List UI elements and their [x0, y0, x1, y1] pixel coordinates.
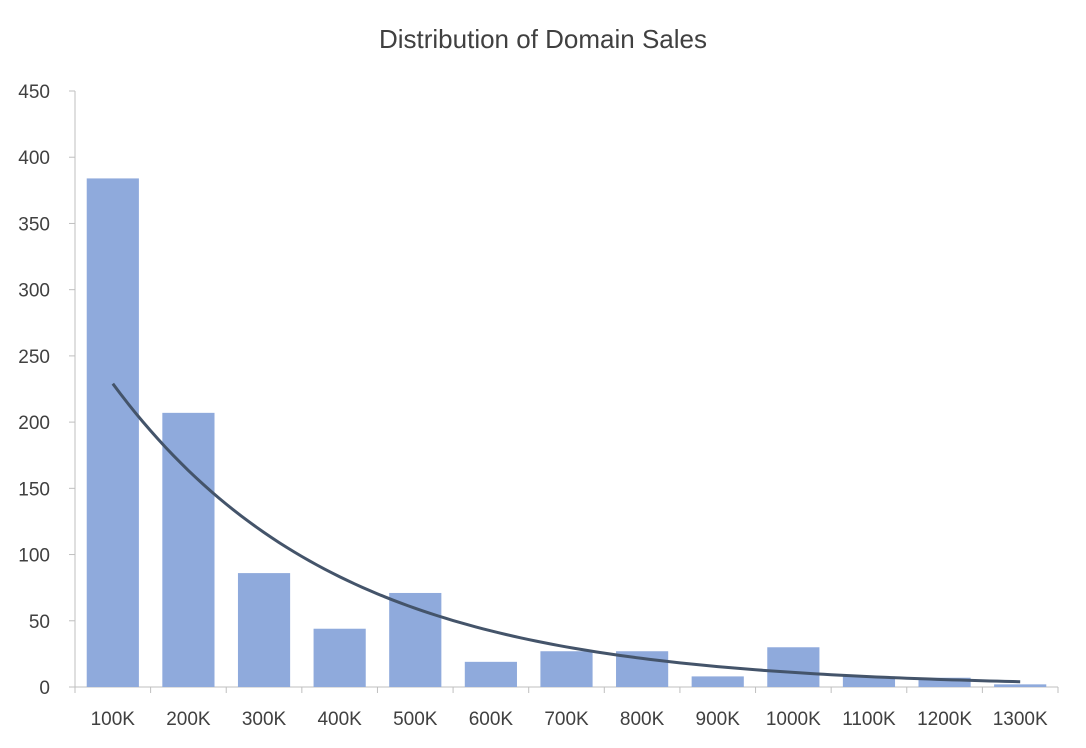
- y-tick-label: 150: [18, 479, 50, 500]
- bar-1300K: [994, 684, 1047, 687]
- bar-900K: [691, 676, 744, 687]
- x-tick-label: 1300K: [993, 709, 1048, 730]
- bar-200K: [162, 412, 215, 687]
- x-tick-label: 1200K: [917, 709, 972, 730]
- axes: [69, 90, 1059, 693]
- bar-400K: [313, 628, 366, 687]
- bar-700K: [540, 651, 593, 687]
- x-tick-label: 500K: [393, 709, 438, 730]
- x-tick-label: 400K: [317, 709, 362, 730]
- x-tick-label: 900K: [696, 709, 741, 730]
- chart-title: Distribution of Domain Sales: [378, 24, 708, 54]
- y-tick-label: 0: [39, 678, 50, 699]
- y-tick-label: 350: [18, 214, 50, 235]
- x-tick-label: 100K: [91, 709, 136, 730]
- bar-1000K: [767, 647, 820, 687]
- y-tick-labels: 0 50 100 150 200 250 300 350 400 450: [18, 82, 50, 699]
- x-tick-labels: 100K 200K 300K 400K 500K 600K 700K 800K 900K 1000…: [91, 709, 1048, 730]
- y-tick-label: 450: [18, 82, 50, 103]
- y-tick-label: 250: [18, 347, 50, 368]
- y-tick-label: 50: [29, 612, 50, 633]
- x-tick-label: 800K: [620, 709, 665, 730]
- x-tick-label: 1100K: [842, 709, 896, 730]
- bar-600K: [464, 661, 517, 687]
- y-tick-label: 100: [18, 546, 50, 567]
- x-tick-label: 700K: [544, 709, 589, 730]
- y-tick-label: 200: [18, 413, 50, 434]
- x-tick-label: 600K: [469, 709, 514, 730]
- trendline: [111, 382, 1021, 684]
- x-tick-label: 300K: [242, 709, 287, 730]
- bar-1100K: [842, 676, 896, 687]
- x-tick-label: 1000K: [766, 709, 821, 730]
- bar-1200K: [918, 677, 971, 687]
- x-tick-label: 200K: [166, 709, 211, 730]
- trendline-group: [111, 382, 1021, 684]
- y-tick-label: 300: [18, 281, 50, 302]
- bars: [86, 178, 1047, 687]
- bar-300K: [237, 573, 291, 687]
- bar-100K: [86, 178, 139, 687]
- y-tick-label: 400: [18, 148, 50, 169]
